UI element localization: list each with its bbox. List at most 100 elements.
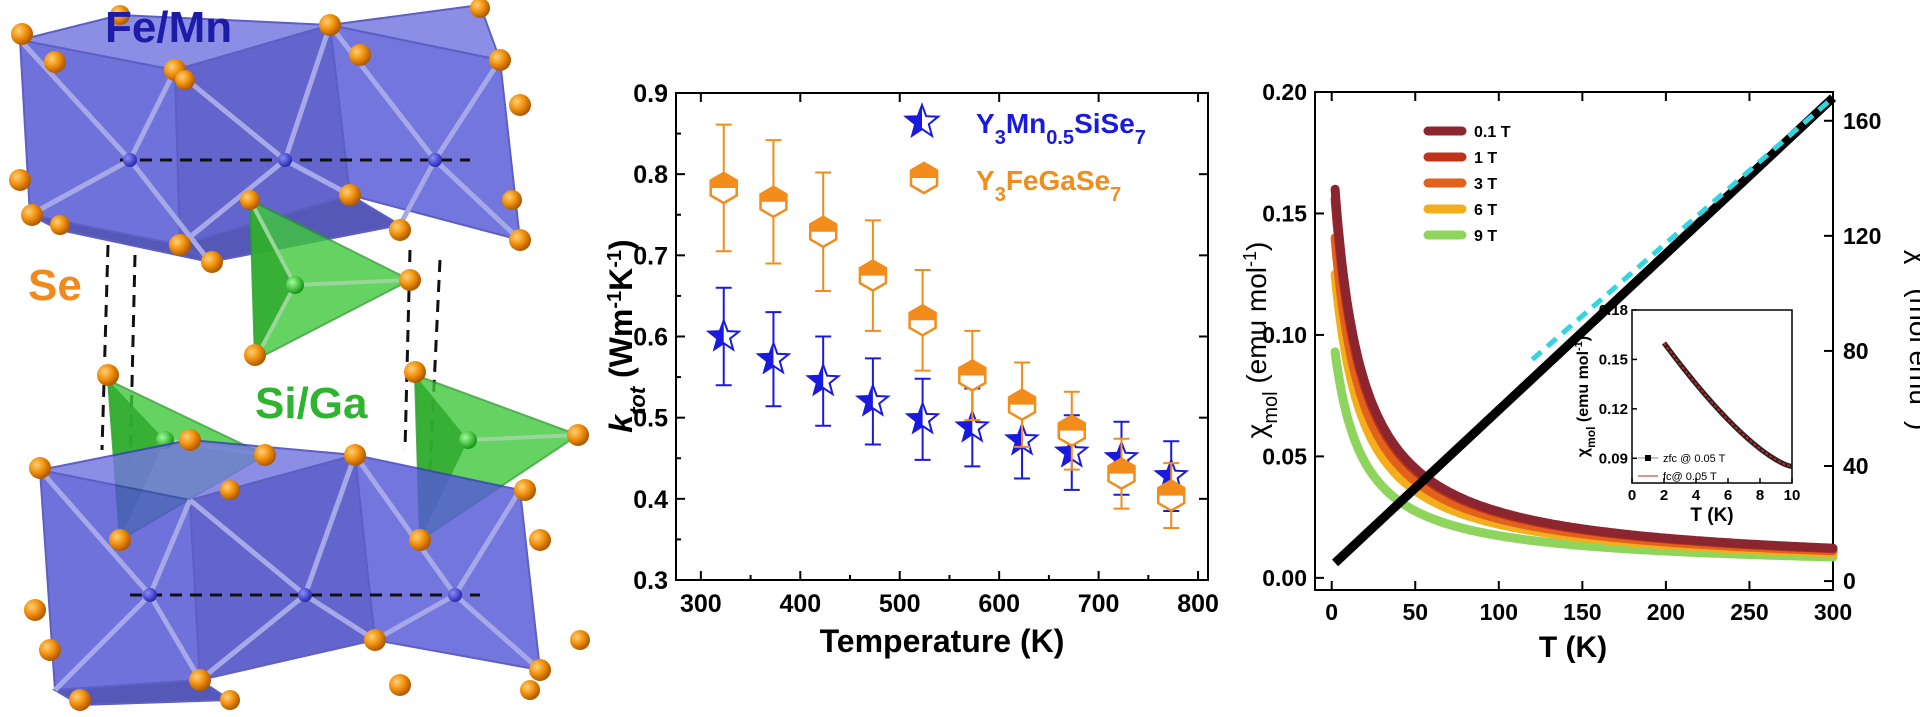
legend-label: 3 T (1474, 176, 1497, 193)
si-ga-label: Si/Ga (255, 379, 368, 428)
star-marker-fill (708, 320, 724, 350)
y-tick-label-right: 160 (1843, 108, 1881, 134)
hexagon-marker-fill (1058, 415, 1085, 431)
y-tick-label: 0.10 (1262, 322, 1307, 348)
inset-legend-zfc: zfc @ 0.05 T (1663, 453, 1726, 465)
thermal-conductivity-chart-panel: 0.3 0.4 0.5 0.6 0.7 0.8 0.9 300 400 500 600 700 800… (600, 0, 1220, 712)
x-tick-label: 600 (978, 590, 1020, 618)
y-tick-label: 0.20 (1262, 79, 1307, 105)
inset-x-tick-label: 6 (1724, 487, 1732, 504)
x-axis: 0 50 100 150 200 250 300 (1325, 92, 1852, 625)
legend-marker-hexagon (909, 161, 939, 195)
legend: Y3Mn0.5SiSe7 Y3FeGaSe7 (903, 102, 1146, 206)
x-tick-label: 200 (1647, 599, 1685, 625)
hexagon-marker-fill (1158, 480, 1185, 496)
x-tick-label: 250 (1730, 599, 1768, 625)
y-tick-label: 0.8 (633, 161, 668, 189)
inverse-chi-line (1331, 94, 1837, 567)
unit-cell-edges-vertical (100, 244, 442, 471)
hexagon-marker-fill (959, 360, 986, 376)
legend-marker-star (903, 102, 941, 139)
fe-mn-atoms (123, 153, 462, 602)
inset-x-tick-label: 8 (1756, 487, 1764, 504)
plot-frame (675, 92, 1209, 581)
hexagon-marker-fill (909, 305, 936, 321)
x-tick-label: 500 (879, 590, 921, 618)
inset-y-tick-label: 0.09 (1599, 450, 1628, 467)
inset-x-tick-label: 2 (1660, 487, 1668, 504)
bottom-octahedra-layer (38, 438, 542, 707)
inset-y-tick-label: 0.15 (1599, 351, 1628, 368)
x-tick-label: 400 (779, 590, 821, 618)
y-tick-label-right: 0 (1843, 568, 1856, 594)
upper-tetrahedron (248, 198, 413, 362)
thermal-conductivity-chart: 0.3 0.4 0.5 0.6 0.7 0.8 0.9 300 400 500 600 700 800… (603, 80, 1219, 659)
inset-fc-curve (1663, 342, 1793, 468)
y-tick-label: 0.7 (633, 242, 668, 270)
legend-series-2: Y3FeGaSe7 (976, 165, 1121, 206)
hexagon-marker-fill (859, 260, 886, 276)
x-tick-label: 300 (1814, 599, 1852, 625)
y-tick-label: 0.4 (633, 486, 668, 514)
star-marker-fill (758, 343, 774, 373)
chi-curve (1330, 347, 1838, 562)
x-tick-label: 300 (680, 590, 722, 618)
legend-label: 9 T (1474, 228, 1497, 245)
y-axis: 0.3 0.4 0.5 0.6 0.7 0.8 0.9 (633, 80, 1208, 595)
legend-series-1: Y3Mn0.5SiSe7 (976, 108, 1146, 149)
legend-label: 0.1 T (1474, 124, 1511, 141)
star-marker-fill (857, 385, 873, 415)
legend: 0.1 T 1 T 3 T 6 T 9 T (1423, 124, 1511, 245)
left-y-axis: 0.00 0.05 0.10 0.15 0.20 (1262, 79, 1324, 591)
x-axis-title: Temperature (K) (820, 623, 1065, 659)
x-tick-label: 800 (1177, 590, 1219, 618)
right-y-axis-title: χ-1 (mol emu-1) (1904, 250, 1920, 431)
inset-x-axis-title: T (K) (1690, 505, 1733, 526)
y-tick-label-right: 40 (1843, 453, 1869, 479)
crystal-structure-panel: Fe/Mn Se Si/Ga (0, 0, 600, 712)
inset-y-axis-title: χmol (emu mol-1) (1573, 336, 1598, 457)
star-marker-fill (905, 105, 922, 136)
data-points (705, 123, 1190, 530)
y-tick-label-right: 80 (1843, 338, 1869, 364)
x-tick-label: 700 (1078, 590, 1120, 618)
star-marker-fill (957, 411, 973, 441)
legend-label: 6 T (1474, 202, 1497, 219)
star-marker-fill (1056, 436, 1072, 466)
crystal-structure-illustration: Fe/Mn Se Si/Ga (9, 0, 590, 711)
hexagon-marker-fill (911, 163, 937, 178)
star-marker-fill (808, 365, 824, 395)
hexagon-marker-fill (1108, 458, 1135, 474)
legend-label: 1 T (1474, 150, 1497, 167)
y-tick-label: 0.9 (633, 80, 668, 108)
inset-y-tick-label: 0.18 (1599, 302, 1628, 319)
hexagon-marker-fill (810, 216, 837, 232)
inset-plot: 0.09 0.12 0.15 0.18 0 2 4 6 8 10 zfc @ 0.05 T fc@ 0… (1573, 302, 1800, 526)
x-tick-label: 0 (1325, 599, 1338, 625)
left-y-axis-title: χmol (emu mol-1) (1240, 242, 1282, 439)
y-tick-label: 0.6 (633, 324, 668, 352)
fe-mn-label: Fe/Mn (105, 3, 232, 52)
top-octahedra-layer (18, 3, 522, 264)
star-marker-outline (805, 362, 842, 397)
susceptibility-chart-panel: 0.00 0.05 0.10 0.15 0.20 0 40 80 120 160 0 50 100 1… (1220, 0, 1920, 712)
x-axis: 300 400 500 600 700 800 (680, 93, 1219, 618)
inset-y-tick-label: 0.12 (1599, 401, 1628, 418)
inset-x-tick-label: 10 (1784, 487, 1801, 504)
y-tick-label: 0.5 (633, 405, 668, 433)
y-tick-label: 0.3 (633, 567, 668, 595)
inset-legend-marker-zfc (1645, 455, 1651, 461)
plot-frame (1314, 91, 1834, 591)
y-axis-title: ktot (Wm-1K-1) (603, 239, 650, 432)
inset-legend-fc: fc@ 0.05 T (1663, 471, 1717, 483)
hexagon-marker-fill (1009, 389, 1035, 405)
curves (1330, 94, 1838, 567)
x-axis-title: T (K) (1539, 631, 1607, 664)
y-tick-label: 0.00 (1262, 565, 1307, 591)
inset-x-tick-label: 4 (1692, 487, 1701, 504)
x-tick-label: 150 (1563, 599, 1601, 625)
top-bonds (18, 23, 522, 264)
bottom-bonds (38, 453, 542, 692)
se-label: Se (28, 261, 82, 310)
